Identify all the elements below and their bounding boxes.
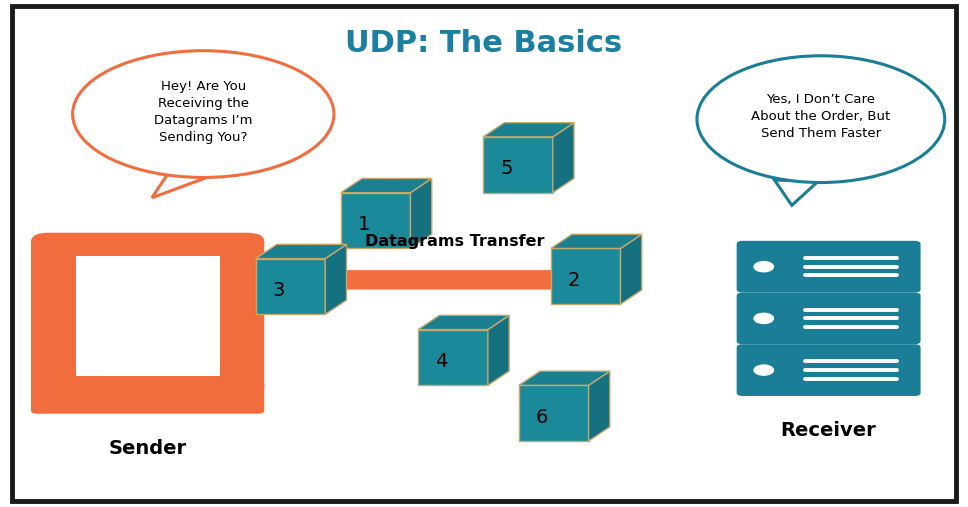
Polygon shape [551,248,620,304]
Polygon shape [519,385,589,441]
Circle shape [754,313,773,323]
FancyBboxPatch shape [76,256,220,376]
Ellipse shape [73,51,334,177]
Polygon shape [553,123,574,193]
Circle shape [754,262,773,272]
Text: Hey! Are You
Receiving the
Datagrams I’m
Sending You?: Hey! Are You Receiving the Datagrams I’m… [154,80,253,143]
Polygon shape [774,180,818,205]
Polygon shape [341,193,410,248]
Text: 5: 5 [500,159,512,178]
Polygon shape [551,234,642,248]
Polygon shape [418,330,488,385]
FancyBboxPatch shape [737,241,921,293]
FancyBboxPatch shape [737,293,921,344]
Text: 2: 2 [568,271,580,290]
Polygon shape [325,244,347,314]
FancyBboxPatch shape [31,381,264,414]
FancyBboxPatch shape [31,233,264,395]
Polygon shape [152,171,218,198]
Text: Yes, I Don’t Care
About the Order, But
Send Them Faster: Yes, I Don’t Care About the Order, But S… [751,93,891,140]
Text: 3: 3 [273,281,285,300]
Polygon shape [256,244,347,259]
Polygon shape [589,371,610,441]
Text: Receiver: Receiver [781,421,876,441]
Text: 1: 1 [358,215,370,234]
Text: 4: 4 [436,352,447,371]
Circle shape [754,365,773,375]
FancyBboxPatch shape [737,344,921,396]
FancyArrowPatch shape [311,263,619,297]
Ellipse shape [697,56,945,183]
Text: Sender: Sender [108,439,187,458]
Polygon shape [483,123,574,137]
Polygon shape [341,178,432,193]
Text: Datagrams Transfer: Datagrams Transfer [365,234,545,249]
Polygon shape [410,178,432,248]
Polygon shape [488,315,509,385]
Text: 6: 6 [536,408,548,427]
Polygon shape [483,137,553,193]
Polygon shape [620,234,642,304]
Polygon shape [256,259,325,314]
Polygon shape [519,371,610,385]
Text: UDP: The Basics: UDP: The Basics [346,28,622,58]
Polygon shape [418,315,509,330]
